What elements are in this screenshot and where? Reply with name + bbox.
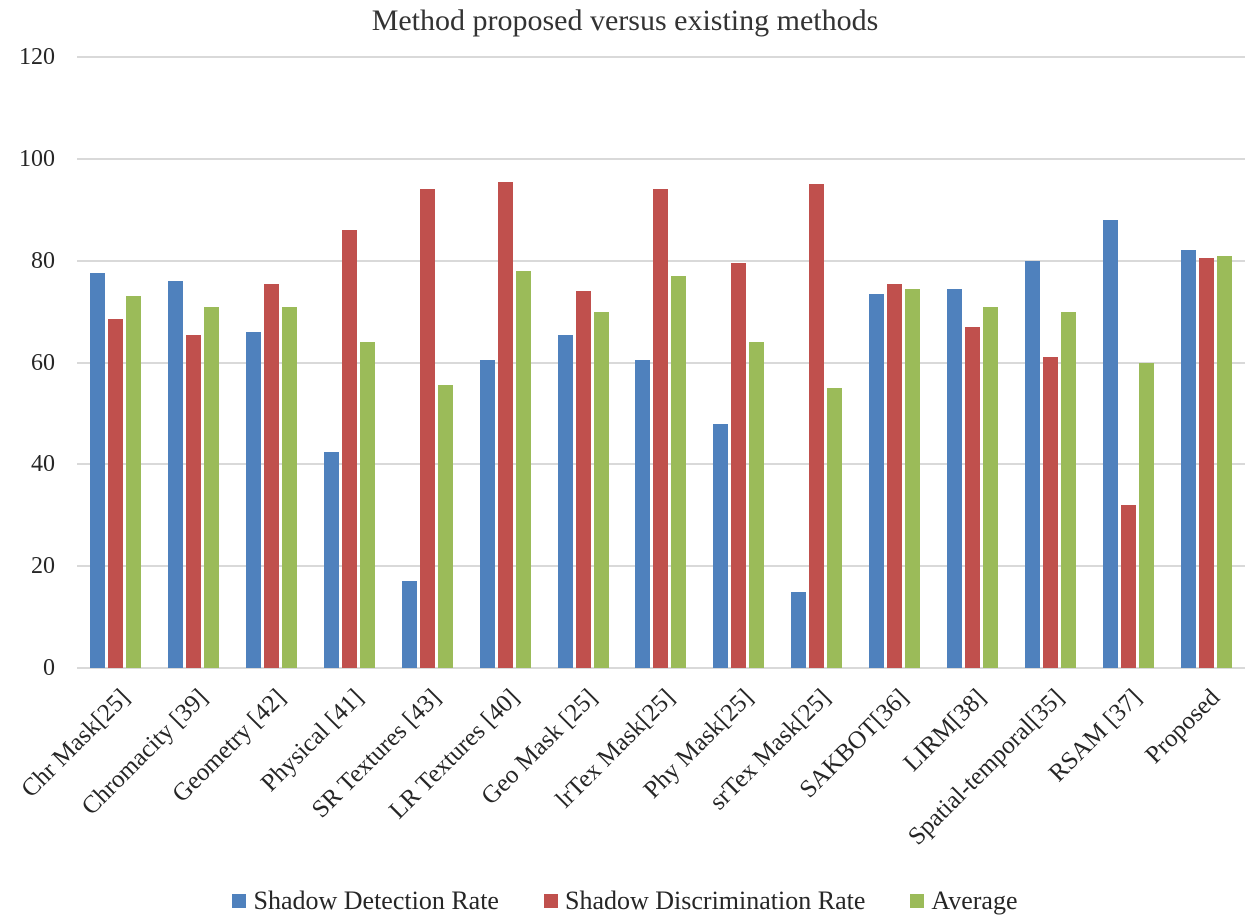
legend-label: Shadow Detection Rate <box>253 886 499 915</box>
legend: Shadow Detection Rate Shadow Discriminati… <box>0 886 1250 916</box>
bar-group-proposed <box>1167 57 1245 668</box>
y-axis-tick-label: 0 <box>43 655 55 681</box>
y-axis-tick-label: 80 <box>31 247 55 274</box>
bar-shadow-detection-rate <box>246 331 262 668</box>
bar-group-rsam-37 <box>1089 57 1167 668</box>
bar-shadow-discrimination-rate <box>809 184 825 668</box>
bar-average <box>437 385 453 668</box>
gridline <box>77 56 1245 58</box>
y-axis-tick-label: 120 <box>19 44 55 70</box>
bar-shadow-detection-rate <box>946 288 962 668</box>
bar-shadow-detection-rate <box>90 273 106 668</box>
bar-shadow-discrimination-rate <box>497 181 513 668</box>
bar-average <box>671 275 687 668</box>
bar-average <box>1216 255 1232 668</box>
bar-shadow-discrimination-rate <box>653 189 669 668</box>
y-axis-tick-label: 40 <box>31 451 55 478</box>
bar-shadow-discrimination-rate <box>964 326 980 668</box>
bar-shadow-detection-rate <box>1102 219 1118 668</box>
bar-average <box>749 342 765 668</box>
bar-shadow-detection-rate <box>1180 250 1196 668</box>
legend-item-shadow-detection-rate: Shadow Detection Rate <box>232 886 499 916</box>
bar-shadow-detection-rate <box>1024 260 1040 668</box>
legend-item-shadow-discrimination-rate: Shadow Discrimination Rate <box>543 886 866 916</box>
bar-shadow-discrimination-rate <box>419 189 435 668</box>
chart-title: Method proposed versus existing methods <box>371 4 879 37</box>
bar-group-lrtex-mask-25 <box>622 57 700 668</box>
bar-group-lirm-38 <box>934 57 1012 668</box>
bar-shadow-detection-rate <box>557 334 573 668</box>
bar-average <box>282 306 298 668</box>
bar-average <box>1060 311 1076 668</box>
bar-shadow-discrimination-rate <box>575 291 591 668</box>
legend-swatch-shadow-discrimination-rate <box>543 894 558 908</box>
legend-swatch-average <box>910 894 925 908</box>
legend-label: Average <box>931 886 1018 915</box>
bar-shadow-detection-rate <box>635 359 651 668</box>
plot-area <box>77 56 1245 669</box>
bar-group-lr-textures-40 <box>466 57 544 668</box>
bar-group-spatial-temporal-35 <box>1011 57 1089 668</box>
legend-swatch-shadow-detection-rate <box>232 894 247 908</box>
bar-group-srtex-mask-25 <box>778 57 856 668</box>
bar-average <box>204 306 220 668</box>
bar-shadow-discrimination-rate <box>1198 258 1214 668</box>
x-axis-category-label: Proposed <box>1140 684 1226 769</box>
legend-label: Shadow Discrimination Rate <box>564 886 866 915</box>
bar-shadow-discrimination-rate <box>108 319 124 668</box>
bar-shadow-discrimination-rate <box>186 334 202 668</box>
bar-group-sr-textures-43 <box>388 57 466 668</box>
bar-shadow-discrimination-rate <box>264 283 280 668</box>
bar-group-chromacity-39 <box>155 57 233 668</box>
gridline <box>77 157 1245 160</box>
bar-shadow-discrimination-rate <box>1042 357 1058 668</box>
bar-shadow-detection-rate <box>479 359 495 668</box>
bar-shadow-detection-rate <box>324 451 340 668</box>
bar-average <box>905 288 921 668</box>
bar-shadow-detection-rate <box>168 281 184 668</box>
bar-average <box>360 342 376 668</box>
bar-average <box>827 387 843 668</box>
y-axis-tick-label: 20 <box>31 553 55 580</box>
gridline <box>77 667 1245 669</box>
bar-shadow-detection-rate <box>869 293 885 668</box>
legend-item-average: Average <box>910 886 1018 916</box>
bar-average <box>982 306 998 668</box>
bar-group-chr-mask-25 <box>77 57 155 668</box>
bar-shadow-discrimination-rate <box>887 283 903 668</box>
y-axis-tick-label: 100 <box>19 145 55 172</box>
bar-average <box>126 296 142 668</box>
bar-shadow-detection-rate <box>791 591 807 668</box>
bar-group-sakbot-36 <box>856 57 934 668</box>
bar-group-phy-mask-25 <box>700 57 778 668</box>
y-axis-tick-label: 60 <box>31 349 55 376</box>
bar-average <box>515 270 531 668</box>
bar-average <box>1138 362 1154 668</box>
bar-shadow-discrimination-rate <box>1120 505 1136 668</box>
bar-shadow-discrimination-rate <box>731 263 747 668</box>
bar-shadow-detection-rate <box>713 423 729 668</box>
bar-group-geometry-42 <box>233 57 311 668</box>
bar-group-geo-mask-25 <box>544 57 622 668</box>
bar-shadow-detection-rate <box>401 581 417 668</box>
bar-group-physical-41 <box>311 57 389 668</box>
bar-shadow-discrimination-rate <box>342 230 358 668</box>
bar-average <box>593 311 609 668</box>
